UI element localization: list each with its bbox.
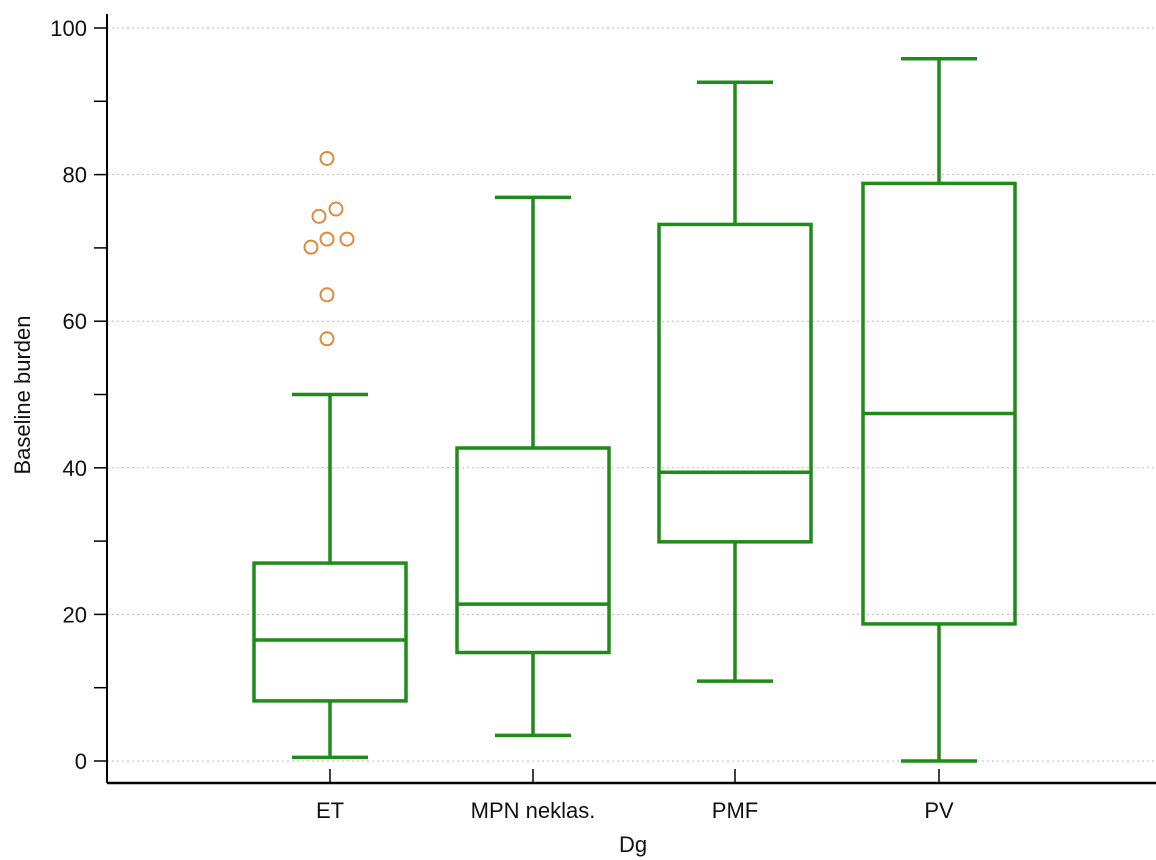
box-group [861, 57, 1017, 763]
outlier-point [339, 231, 355, 247]
iqr-box [455, 446, 611, 655]
outlier-point [319, 331, 335, 347]
axes: 0 20 40 60 80 100 ET MPN neklas. PMF PV [50, 14, 1156, 823]
iqr-box [861, 181, 1017, 626]
outlier-point [328, 201, 344, 217]
x-tick-label: PV [924, 798, 954, 823]
y-axis-title: Baseline burden [10, 315, 35, 474]
y-tick-label: 0 [75, 749, 87, 774]
y-tick-label: 80 [63, 163, 87, 188]
x-tick-label: MPN neklas. [471, 798, 596, 823]
iqr-box [252, 561, 408, 703]
iqr-box [657, 222, 813, 544]
x-axis-title: Dg [619, 832, 647, 857]
outlier-point [319, 150, 335, 166]
y-tick-label: 40 [63, 456, 87, 481]
outlier-point [311, 208, 327, 224]
y-tick-label: 100 [50, 16, 87, 41]
gridlines [107, 27, 1156, 762]
box-group [455, 195, 611, 738]
y-tick-label: 60 [63, 309, 87, 334]
outlier-point [319, 231, 335, 247]
box-group [252, 392, 408, 760]
box-plot-series [252, 57, 1017, 763]
outlier-point [303, 239, 319, 255]
outlier-point [319, 287, 335, 303]
x-tick-label: ET [316, 798, 344, 823]
y-tick-label: 20 [63, 602, 87, 627]
x-tick-label: PMF [712, 798, 758, 823]
box-group [657, 80, 813, 683]
